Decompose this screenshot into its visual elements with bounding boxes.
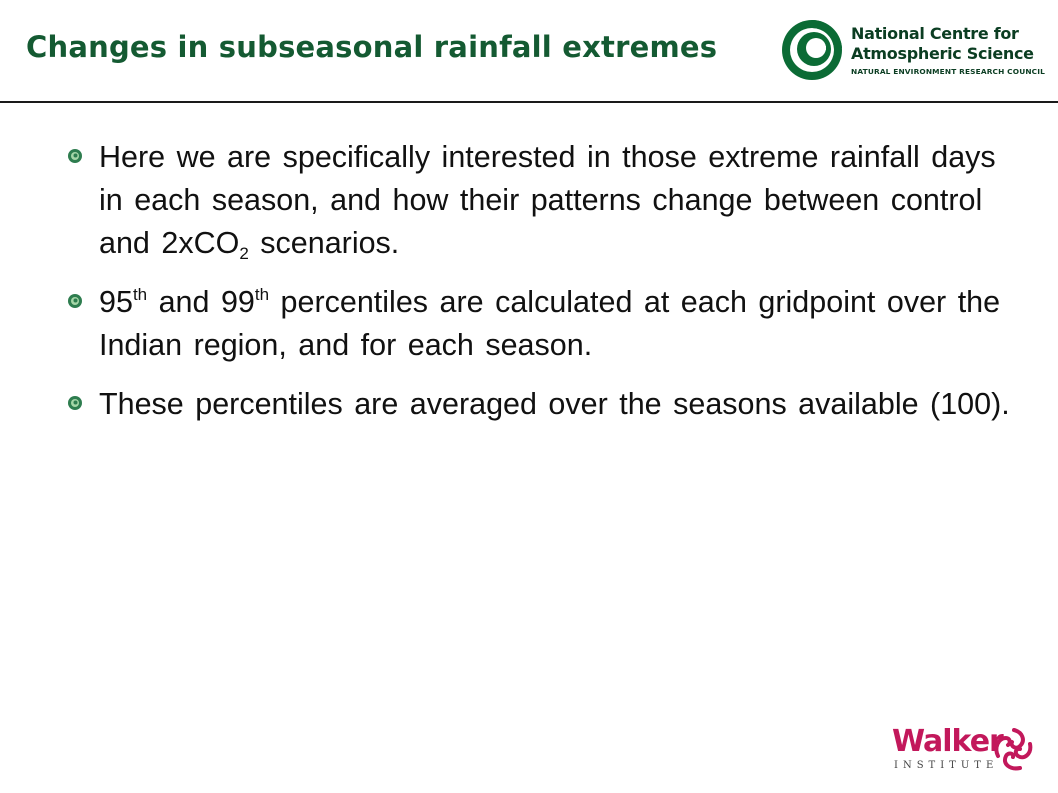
ncas-logo: National Centre for Atmospheric Science … xyxy=(780,18,1052,86)
bullet-text: These percentiles are averaged over the … xyxy=(99,387,1010,421)
superscript: th xyxy=(254,285,270,304)
bullet-text: Here we are specifically interested in t… xyxy=(99,136,1022,265)
bullet-item: 95th and 99th percentiles are calculated… xyxy=(62,281,1022,367)
walker-swirl-icon xyxy=(994,728,1033,771)
bullet-text-part: scenarios. xyxy=(248,226,400,260)
ncas-council-line: NATURAL ENVIRONMENT RESEARCH COUNCIL xyxy=(851,67,1046,76)
bullet-text-part: 95 xyxy=(99,285,133,319)
bullet-item: These percentiles are averaged over the … xyxy=(62,383,1022,426)
subscript: 2 xyxy=(239,244,249,263)
superscript: th xyxy=(132,285,148,304)
ring-bullet-icon xyxy=(68,396,82,410)
ncas-name-line2: Atmospheric Science xyxy=(851,44,1034,63)
ring-bullet-icon xyxy=(68,294,82,308)
title-divider xyxy=(0,101,1058,103)
walker-institute-logo: Walker INSTITUTE xyxy=(888,724,1040,776)
ncas-name-line1: National Centre for xyxy=(851,24,1019,43)
bullet-text-part: and 99 xyxy=(147,285,255,319)
ncas-swirl-icon xyxy=(782,19,842,80)
walker-wordmark: Walker xyxy=(892,724,1004,759)
bullet-text-part: Here we are specifically interested in t… xyxy=(99,140,996,260)
bullet-list: Here we are specifically interested in t… xyxy=(62,136,1022,442)
bullet-item: Here we are specifically interested in t… xyxy=(62,136,1022,265)
bullet-text-part: percentiles are calculated at each gridp… xyxy=(99,285,1001,362)
ring-bullet-icon xyxy=(68,149,82,163)
slide-title: Changes in subseasonal rainfall extremes xyxy=(26,30,718,64)
bullet-text: 95th and 99th percentiles are calculated… xyxy=(99,281,1022,367)
walker-subtitle: INSTITUTE xyxy=(894,760,999,771)
